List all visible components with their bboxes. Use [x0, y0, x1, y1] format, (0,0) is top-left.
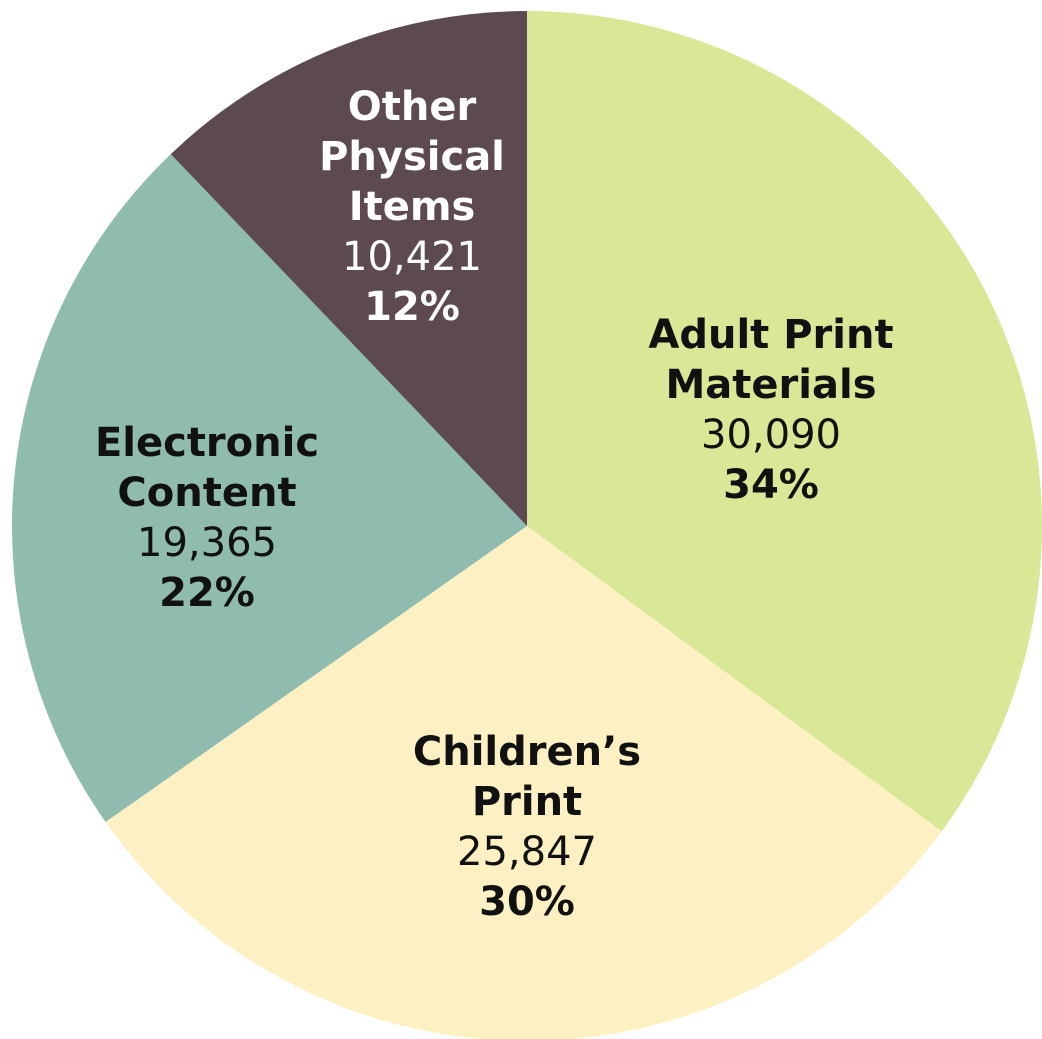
slice-value-label: 30,090	[701, 412, 841, 458]
pie-slice-3	[170, 11, 527, 526]
slice-label-line: Print	[472, 779, 582, 825]
slice-percent-label: 30%	[479, 879, 575, 925]
slice-label-line: Other	[348, 84, 477, 130]
pie-labels: Adult PrintMaterials30,09034%Children’sP…	[95, 84, 894, 925]
slice-label-line: Adult Print	[648, 312, 893, 358]
slice-percent-label: 34%	[723, 462, 819, 508]
slice-label-line: Electronic	[95, 420, 319, 466]
slice-value-label: 10,421	[342, 234, 482, 280]
slice-percent-label: 22%	[159, 570, 255, 616]
slice-label-line: Children’s	[413, 729, 641, 775]
slice-label-line: Content	[117, 470, 296, 516]
pie-slices	[11, 11, 1042, 1039]
pie-slice-1	[105, 526, 942, 1039]
slice-percent-label: 12%	[364, 284, 460, 330]
slice-label-line: Items	[349, 184, 476, 230]
slice-label-line: Physical	[319, 134, 505, 180]
slice-label-line: Materials	[666, 362, 877, 408]
pie-slice-0	[527, 11, 1042, 832]
slice-value-label: 19,365	[137, 520, 277, 566]
pie-slice-2	[11, 154, 528, 823]
slice-value-label: 25,847	[457, 829, 597, 875]
